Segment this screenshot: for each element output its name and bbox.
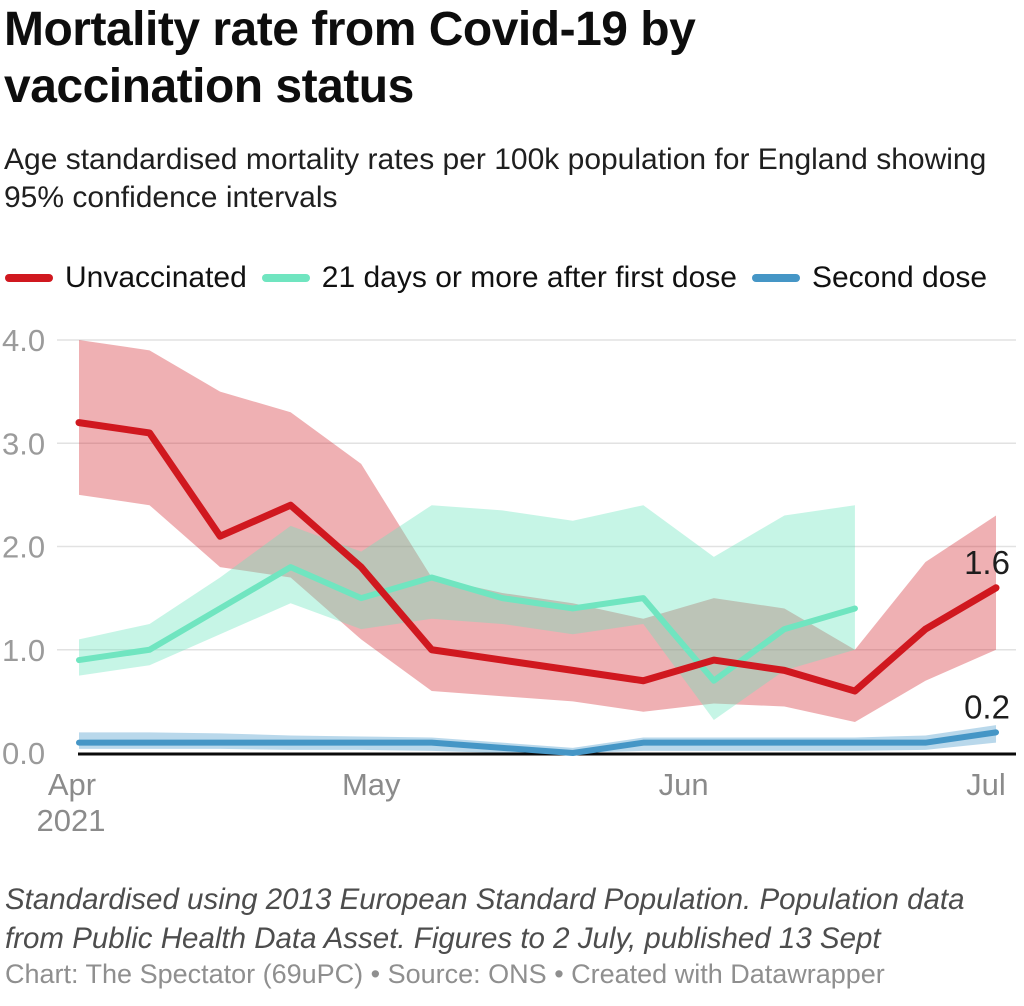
end-value-label: 1.6 — [964, 544, 1010, 581]
y-tick-label: 0.0 — [2, 736, 45, 771]
chart-title: Mortality rate from Covid-19 by vaccinat… — [4, 3, 696, 113]
legend-item-0: Unvaccinated — [5, 261, 247, 295]
x-tick-sublabel: 2021 — [37, 803, 106, 838]
ci-band-2 — [79, 725, 997, 753]
legend-item-1: 21 days or more after first dose — [261, 261, 737, 295]
y-tick-label: 1.0 — [2, 633, 45, 668]
end-value-label: 0.2 — [964, 688, 1010, 725]
ci-band-0 — [79, 340, 997, 723]
legend-label: 21 days or more after first dose — [321, 261, 737, 294]
x-tick-label: Apr — [48, 767, 96, 802]
legend-item-2: Second dose — [751, 261, 988, 295]
chart-subtitle: Age standardised mortality rates per 100… — [4, 143, 987, 215]
x-tick-label: May — [342, 767, 401, 802]
x-tick-label: Jul — [966, 767, 1006, 802]
line-2 — [76, 729, 1000, 756]
legend-label: Unvaccinated — [65, 261, 247, 294]
legend-label: Second dose — [811, 261, 988, 294]
legend-swatch-icon — [261, 274, 310, 282]
x-tick-label: Jun — [659, 767, 709, 802]
legend-swatch-icon — [751, 274, 800, 282]
line-0 — [75, 419, 1000, 695]
y-tick-label: 2.0 — [2, 530, 45, 565]
legend-swatch-icon — [5, 274, 53, 282]
line-1 — [76, 564, 858, 684]
y-tick-label: 4.0 — [2, 323, 45, 358]
footnote: Standardised using 2013 European Standar… — [5, 883, 965, 956]
y-tick-label: 3.0 — [2, 426, 45, 461]
legend: Unvaccinated 21 days or more after first … — [5, 261, 987, 295]
credit-line: Chart: The Spectator (69uPC) • Source: O… — [5, 959, 885, 989]
ci-band-1 — [79, 505, 855, 720]
